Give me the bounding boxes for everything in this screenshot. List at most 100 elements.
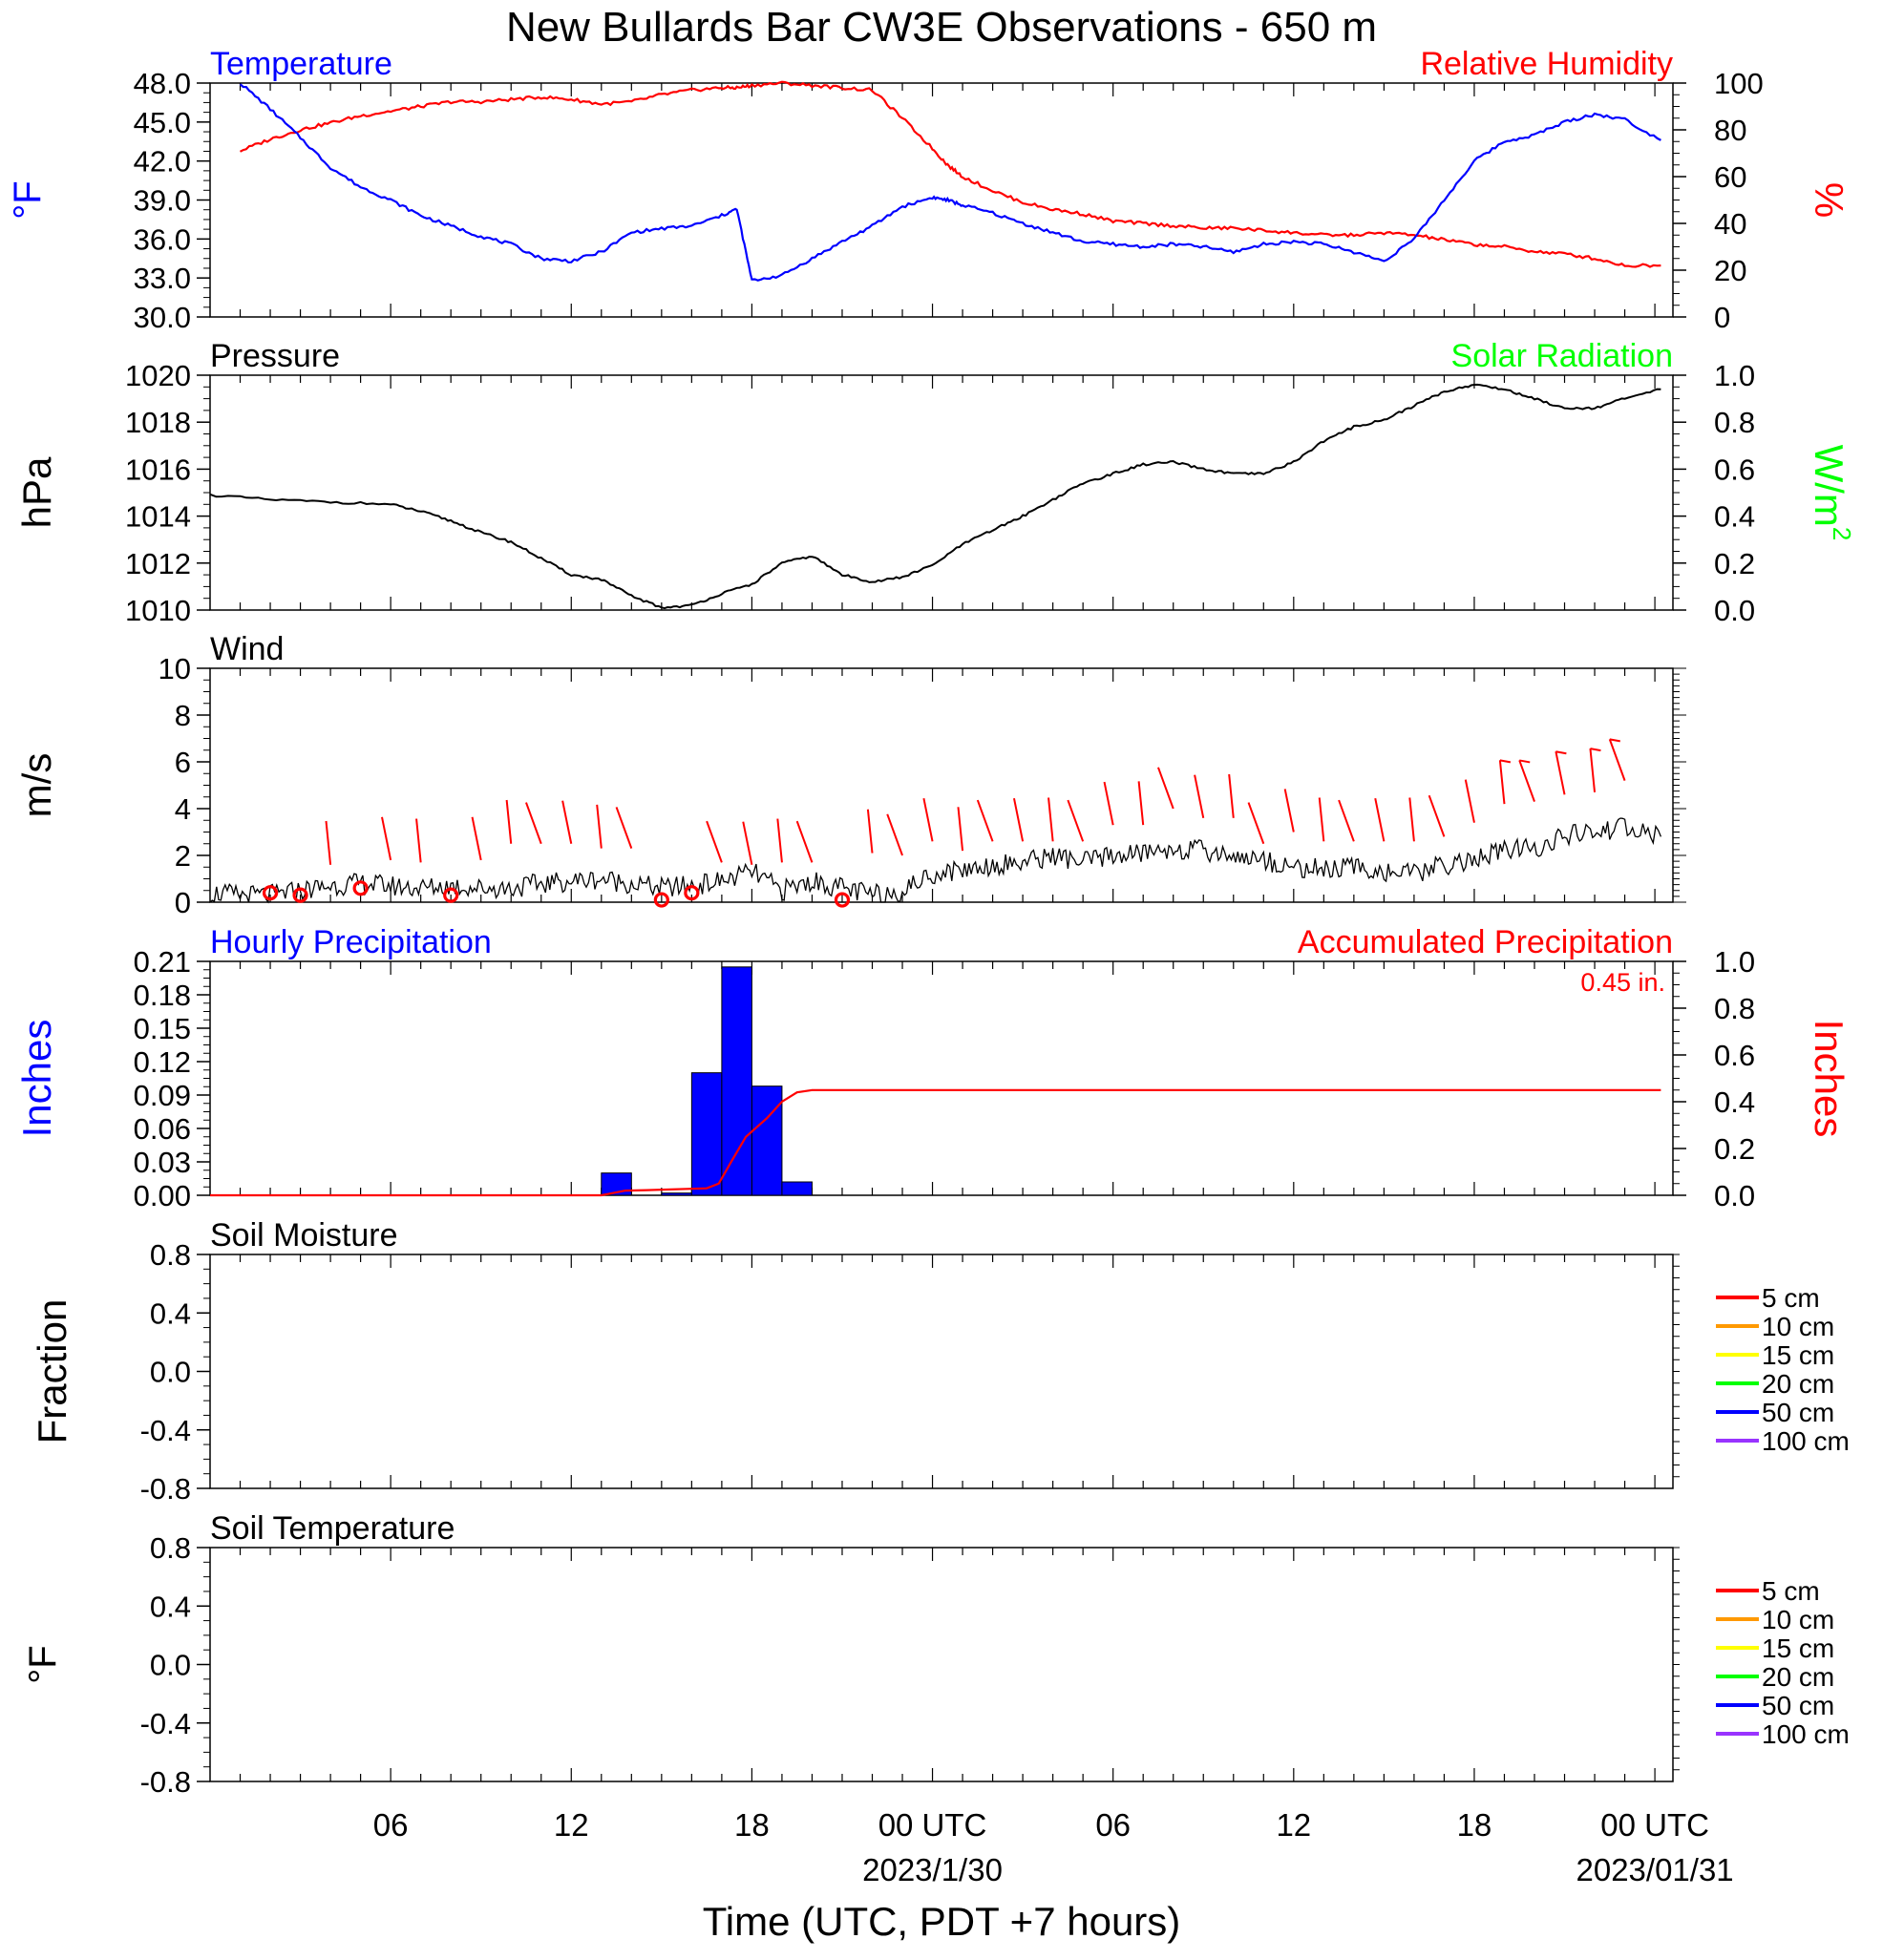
- wind-barb: [381, 816, 392, 861]
- y-right-tick-label: 20: [1714, 254, 1746, 287]
- y-tick-label: -0.4: [140, 1414, 191, 1447]
- y-tick-label: 0.06: [134, 1112, 191, 1146]
- pressure-line: [210, 383, 1661, 610]
- wind-barb: [525, 802, 542, 845]
- hourly-precip-bar: [781, 1181, 813, 1196]
- y-axis-label: m/s: [14, 753, 59, 818]
- y-right-tick-label: 80: [1714, 114, 1746, 147]
- legend-label: 5 cm: [1762, 1576, 1820, 1606]
- panel-right-title: Accumulated Precipitation: [1298, 924, 1673, 960]
- wind-calm-marker: [684, 885, 700, 901]
- humidity-line: [239, 80, 1661, 268]
- legend-label: 20 cm: [1762, 1662, 1834, 1692]
- wind-barb: [1589, 748, 1597, 792]
- wind-calm-marker: [352, 880, 369, 896]
- y-tick-label: 33.0: [134, 262, 191, 295]
- panel-soil_moisture: 0.8 0.4 0.0 -0.4 -0.8 Soil Moisture Fraction 5 …: [30, 1217, 1850, 1506]
- y-tick-label: 1018: [125, 406, 191, 439]
- y-right-axis-label-superscript: 2: [1828, 527, 1856, 540]
- legend-label: 10 cm: [1762, 1605, 1834, 1634]
- temperature-line: [239, 83, 1661, 282]
- y-tick-label: 1012: [125, 547, 191, 580]
- hourly-precip-bar: [690, 1072, 723, 1196]
- y-right-tick-label: 0.6: [1714, 1039, 1755, 1072]
- y-right-tick-label: 0.2: [1714, 547, 1755, 580]
- wind-barb: [957, 807, 964, 852]
- y-tick-label: 42.0: [134, 145, 191, 179]
- y-tick-label: 0.8: [150, 1531, 191, 1565]
- y-right-tick-label: 100: [1714, 67, 1764, 100]
- wind-calm-marker: [292, 887, 308, 903]
- x-tick-label: 18: [734, 1807, 770, 1843]
- wind-barb: [1338, 799, 1355, 842]
- panel-pressure: 1020 1018 1016 1014 1012 1010 1.0 0.8 0.6 0.4 0.2 0…: [14, 338, 1856, 627]
- wind-barb: [886, 813, 903, 856]
- x-date-label: 2023/01/31: [1576, 1852, 1734, 1887]
- wind-barb: [1012, 798, 1025, 842]
- y-tick-label: 0.8: [150, 1238, 191, 1272]
- legend-label: 20 cm: [1762, 1369, 1834, 1399]
- y-right-axis-label: W/m2: [1807, 445, 1856, 541]
- y-right-axis-label: %: [1807, 182, 1851, 218]
- wind-barb: [706, 820, 723, 863]
- y-tick-label: 0: [175, 886, 191, 919]
- wind-barb: [471, 816, 482, 861]
- wind-barb: [1518, 760, 1535, 802]
- y-right-tick-label: 0.4: [1714, 500, 1755, 534]
- wind-barb: [1247, 802, 1265, 845]
- panel-title: Temperature: [210, 46, 392, 82]
- y-tick-label: 1020: [125, 359, 191, 392]
- wind-barb: [1137, 781, 1145, 826]
- legend-label: 15 cm: [1762, 1633, 1834, 1663]
- plot-area: [239, 80, 1661, 282]
- accumulated-total-label: 0.45 in.: [1580, 968, 1665, 997]
- panel-wind: 10 8 6 4 2 0 Wind m/s: [14, 631, 1686, 919]
- wind-barb: [795, 820, 814, 863]
- wind-barb: [1428, 794, 1446, 837]
- wind-calm-marker: [653, 892, 669, 908]
- y-tick-label: -0.8: [140, 1472, 191, 1506]
- plot-frame: [209, 374, 1674, 611]
- y-tick-label: 0.0: [150, 1356, 191, 1389]
- wind-barb-flag: [1499, 759, 1512, 764]
- legend-label: 10 cm: [1762, 1312, 1834, 1341]
- wind-barb: [1608, 739, 1626, 781]
- panel-precip: 0.210.180.150.120.090.060.030.00 1.0 0.8 0.…: [14, 924, 1851, 1212]
- wind-barb-flag: [1590, 748, 1601, 752]
- y-axis-label: Inches: [14, 1020, 59, 1138]
- y-axis-label: Fraction: [30, 1299, 74, 1444]
- plot-area: [210, 966, 1661, 1197]
- hourly-precip-bar: [601, 1172, 632, 1196]
- y-tick-label: 0.12: [134, 1045, 191, 1079]
- x-tick-label: 06: [373, 1807, 409, 1843]
- y-axis-label: hPa: [14, 456, 59, 528]
- y-axis-label: °F: [22, 1645, 64, 1683]
- time-axis: 06 12 18 00 UTC 06 12 18 00 UTC 2023/1/30 2023/01…: [373, 1807, 1734, 1887]
- chart-panels: 48.045.042.039.036.033.030.0100806040200…: [7, 46, 1856, 1799]
- wind-barb: [1555, 751, 1566, 795]
- panel-right-title: Relative Humidity: [1420, 46, 1673, 82]
- plot-frame: [209, 960, 1674, 1196]
- y-right-tick-label: 0.8: [1714, 992, 1755, 1025]
- wind-barb: [866, 809, 874, 854]
- y-tick-label: 0.03: [134, 1146, 191, 1179]
- wind-barb-flag: [1609, 738, 1620, 743]
- y-tick-label: 0.4: [150, 1296, 191, 1330]
- y-tick-label: 0.09: [134, 1079, 191, 1112]
- wind-calm-marker: [834, 892, 851, 908]
- wind-barb: [776, 818, 783, 863]
- y-tick-label: 0.00: [134, 1179, 191, 1212]
- y-right-tick-label: 40: [1714, 207, 1746, 241]
- wind-barb: [1498, 760, 1506, 805]
- y-right-tick-label: 60: [1714, 160, 1746, 194]
- y-tick-label: 0.0: [150, 1649, 191, 1682]
- wind-barb: [1408, 797, 1415, 842]
- y-tick-label: 0.4: [150, 1590, 191, 1623]
- y-right-tick-label: 0.4: [1714, 1085, 1755, 1119]
- x-tick-label: 06: [1095, 1807, 1131, 1843]
- wind-barb: [615, 807, 633, 849]
- x-date-label: 2023/1/30: [862, 1852, 1003, 1887]
- y-tick-label: -0.4: [140, 1707, 191, 1740]
